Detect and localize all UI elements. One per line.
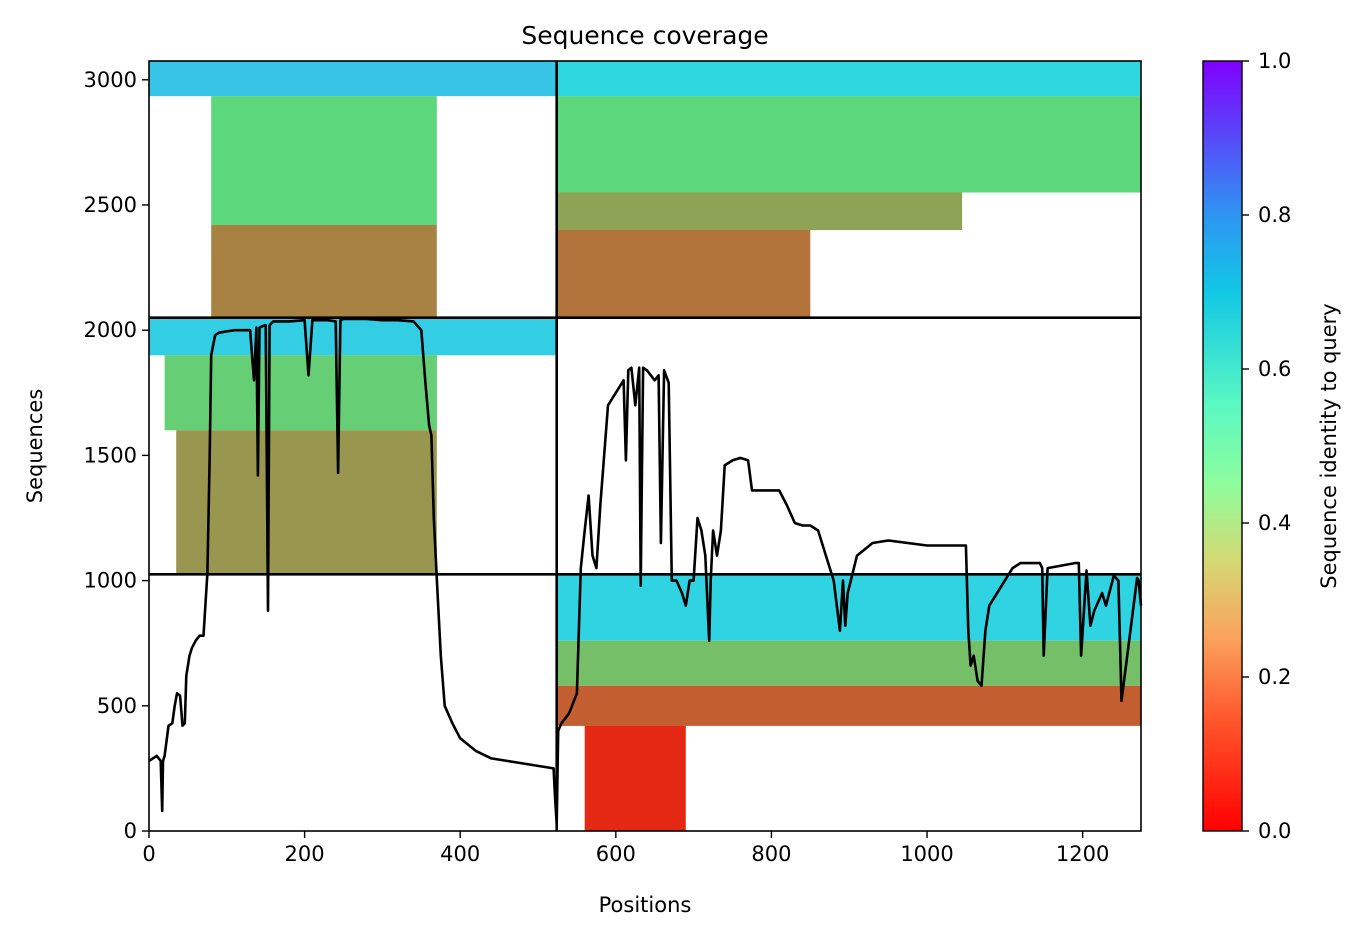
colorbar-ticks: 0.0 0.2 0.4 0.6 0.8 1.0: [1242, 49, 1291, 843]
coverage-block-6: [556, 230, 811, 318]
y-tick-label: 2500: [84, 193, 137, 217]
coverage-block-3: [556, 61, 1141, 97]
x-tick-label: 1000: [900, 842, 953, 866]
y-tick-label: 500: [97, 694, 137, 718]
coverage-block-1: [211, 96, 437, 226]
colorbar-tick-label: 0.2: [1258, 665, 1291, 689]
colorbar-tick-label: 1.0: [1258, 49, 1291, 73]
coverage-block-2: [211, 225, 437, 318]
plot-frame: [148, 60, 1142, 832]
x-tick-label: 1200: [1056, 842, 1109, 866]
coverage-block-0: [149, 61, 557, 97]
x-axis-label: Positions: [599, 893, 692, 917]
x-tick-label: 400: [440, 842, 480, 866]
x-tick-label: 200: [285, 842, 325, 866]
coverage-block-5: [556, 192, 963, 231]
y-tick-label: 3000: [84, 68, 137, 92]
coverage-block-7: [149, 317, 557, 356]
x-axis-ticks: 0 200 400 600 800 1000 1200: [142, 831, 1109, 866]
coverage-block-11: [556, 640, 1141, 686]
coverage-block-13: [584, 725, 686, 831]
y-tick-label: 1000: [84, 569, 137, 593]
colorbar-label: Sequence identity to query: [1317, 303, 1341, 588]
colorbar-tick-label: 0.0: [1258, 819, 1291, 843]
colorbar-tick-label: 0.6: [1258, 357, 1291, 381]
coverage-block-8: [164, 355, 437, 431]
y-axis-ticks: 0 500 1000 1500 2000 2500 3000: [84, 68, 149, 843]
chart-title: Sequence coverage: [521, 21, 768, 50]
y-tick-label: 2000: [84, 318, 137, 342]
colorbar-tick-label: 0.4: [1258, 511, 1291, 535]
coverage-block-12: [556, 685, 1141, 726]
x-tick-label: 800: [751, 842, 791, 866]
coverage-block-9: [176, 430, 437, 575]
x-tick-label: 600: [596, 842, 636, 866]
coverage-heatmap: [149, 61, 1141, 831]
colorbar: [1202, 60, 1243, 832]
chain-boundaries: [149, 61, 1141, 831]
coverage-line: [148, 317, 1143, 825]
colorbar-tick-label: 0.8: [1258, 203, 1291, 227]
y-tick-label: 1500: [84, 443, 137, 467]
x-tick-label: 0: [142, 842, 155, 866]
y-tick-label: 0: [124, 819, 137, 843]
coverage-block-4: [556, 96, 1141, 193]
y-axis-label: Sequences: [23, 389, 47, 504]
